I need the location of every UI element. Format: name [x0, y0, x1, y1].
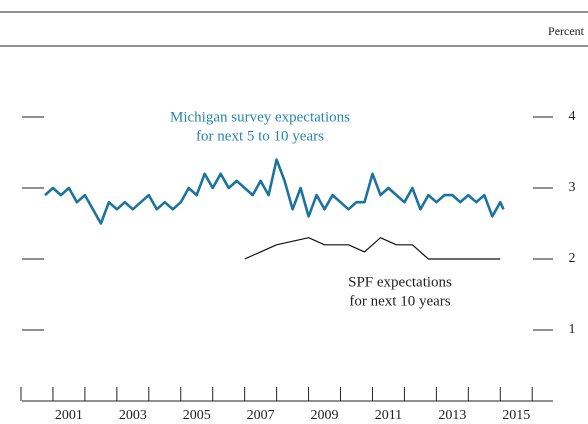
x-tick-label: 2001	[55, 408, 83, 423]
annotation: for next 10 years	[349, 293, 450, 309]
y-tick-label: 3	[569, 180, 576, 195]
x-tick-label: 2003	[119, 408, 147, 423]
x-tick-label: 2011	[375, 408, 402, 423]
annotation: for next 5 to 10 years	[196, 128, 324, 144]
x-tick-label: 2009	[311, 408, 339, 423]
series-line	[244, 237, 501, 260]
unit-label: Percent	[548, 24, 585, 38]
series-line	[44, 158, 505, 225]
annotation: SPF expectations	[348, 274, 452, 290]
x-tick-label: 2005	[183, 408, 211, 423]
y-tick-label: 1	[569, 322, 576, 337]
x-tick-label: 2013	[438, 408, 466, 423]
x-tick-label: 2007	[247, 408, 275, 423]
y-tick-label: 2	[569, 251, 576, 266]
y-tick-label: 4	[569, 109, 576, 124]
annotation: Michigan survey expectations	[170, 109, 350, 125]
x-tick-label: 2015	[502, 408, 530, 423]
